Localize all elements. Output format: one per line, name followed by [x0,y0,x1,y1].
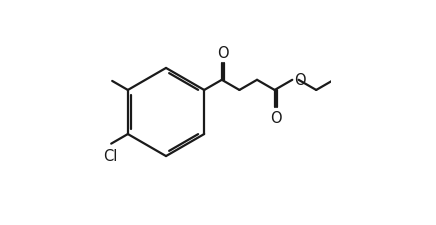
Text: O: O [294,72,306,88]
Text: O: O [217,45,229,60]
Text: O: O [270,110,282,126]
Text: Cl: Cl [103,148,117,163]
